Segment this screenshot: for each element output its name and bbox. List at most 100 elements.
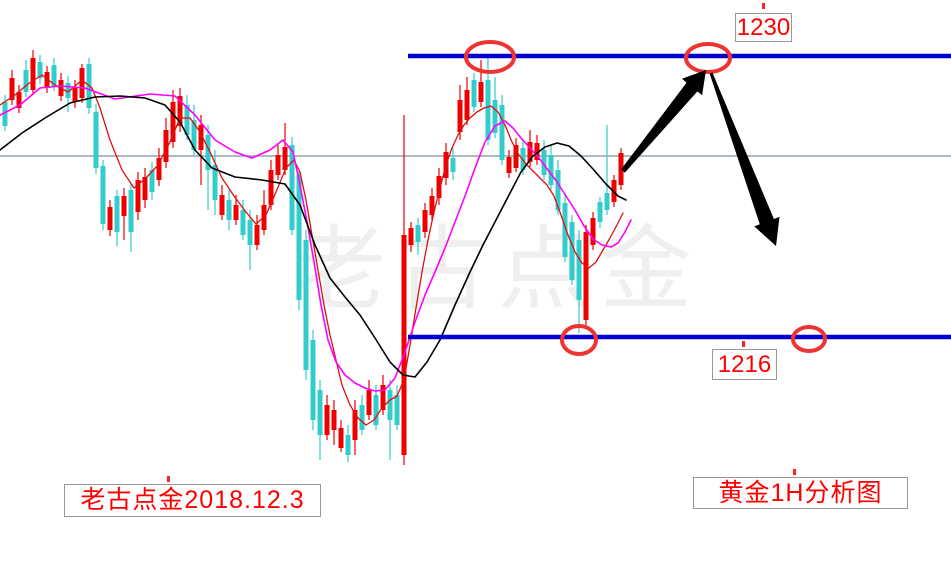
candle-body <box>226 200 232 220</box>
candle-body <box>128 190 134 232</box>
candle-body <box>233 205 239 220</box>
candle <box>618 148 624 190</box>
highlight-ellipse <box>560 324 598 356</box>
candle-body <box>387 390 393 420</box>
candle <box>366 380 372 420</box>
candle <box>303 230 309 380</box>
candle-body <box>240 210 246 235</box>
candle <box>282 123 288 175</box>
candle <box>142 168 148 208</box>
candle-body <box>513 145 519 168</box>
candle <box>492 77 498 138</box>
label-anchor-tick <box>793 469 796 475</box>
candle <box>163 118 169 168</box>
candle <box>499 95 505 165</box>
candle <box>387 380 393 460</box>
candle <box>345 425 351 462</box>
candle-body <box>436 176 442 198</box>
candle <box>380 375 386 415</box>
ma-slow-black <box>0 95 627 378</box>
candle-body <box>2 102 8 126</box>
forecast-arrow-up <box>621 70 706 173</box>
candle <box>226 190 232 230</box>
candle-body <box>51 65 57 86</box>
candle <box>30 50 36 95</box>
forecast-arrow-down <box>709 72 780 246</box>
candle <box>310 330 316 430</box>
candle <box>331 400 337 445</box>
candle-body <box>583 232 589 320</box>
candle-body <box>499 105 505 160</box>
candle-body <box>471 80 477 107</box>
candle-body <box>562 203 568 257</box>
candle <box>79 64 85 103</box>
candle-body <box>107 207 113 230</box>
candle-body <box>520 148 526 170</box>
candle-body <box>506 157 512 173</box>
candle-body <box>163 130 169 162</box>
candle <box>107 200 113 236</box>
support-price-label: 1216 <box>712 349 777 380</box>
candle-body <box>464 90 470 120</box>
candle <box>583 225 589 325</box>
moving-averages-group <box>0 74 632 426</box>
candle <box>289 137 295 235</box>
candle-body <box>114 196 120 232</box>
candle <box>135 172 141 220</box>
candle-body <box>394 395 400 425</box>
candle-body <box>44 72 50 88</box>
signature-date-label: 老古点金2018.12.3 <box>64 484 321 517</box>
candle-body <box>254 225 260 245</box>
ma-fast-red <box>0 74 624 426</box>
candle <box>23 60 29 97</box>
candle <box>548 145 554 190</box>
candle-body <box>478 82 484 102</box>
candle-body <box>16 92 22 108</box>
candle <box>373 385 379 430</box>
candle-body <box>205 135 211 170</box>
candle-body <box>219 195 225 215</box>
candle <box>72 80 78 108</box>
candle-body <box>23 70 29 92</box>
candle <box>247 210 253 270</box>
candle-body <box>534 143 540 160</box>
candle-body <box>492 100 498 133</box>
candle-body <box>590 218 596 245</box>
candle <box>590 212 596 250</box>
candle-body <box>135 180 141 212</box>
candle-body <box>331 410 337 430</box>
candle <box>37 55 43 84</box>
candle-body <box>149 170 155 192</box>
candle-body <box>289 145 295 230</box>
candle-body <box>366 390 372 415</box>
candle <box>541 140 547 180</box>
candle <box>205 125 211 210</box>
candle <box>156 148 162 186</box>
candle <box>576 230 582 333</box>
candle-body <box>198 125 204 150</box>
ma-mid-magenta <box>0 85 632 392</box>
candle-body <box>93 112 99 168</box>
candle-body <box>30 58 36 90</box>
candle <box>51 58 57 91</box>
label-anchor-tick <box>762 3 765 9</box>
candle-body <box>527 142 533 162</box>
candle-body <box>618 153 624 185</box>
candle <box>128 184 134 252</box>
candle-body <box>247 220 253 245</box>
candle <box>408 222 414 252</box>
candle-body <box>303 240 309 370</box>
candle-body <box>121 196 127 216</box>
candle-body <box>548 155 554 185</box>
candle-body <box>191 120 197 150</box>
candle <box>268 160 274 210</box>
price-levels-group <box>408 53 951 340</box>
candle <box>324 395 330 440</box>
candle <box>422 203 428 238</box>
candle <box>597 197 603 228</box>
candle-body <box>338 428 344 448</box>
candle-body <box>569 222 575 280</box>
candle-body <box>401 235 407 455</box>
